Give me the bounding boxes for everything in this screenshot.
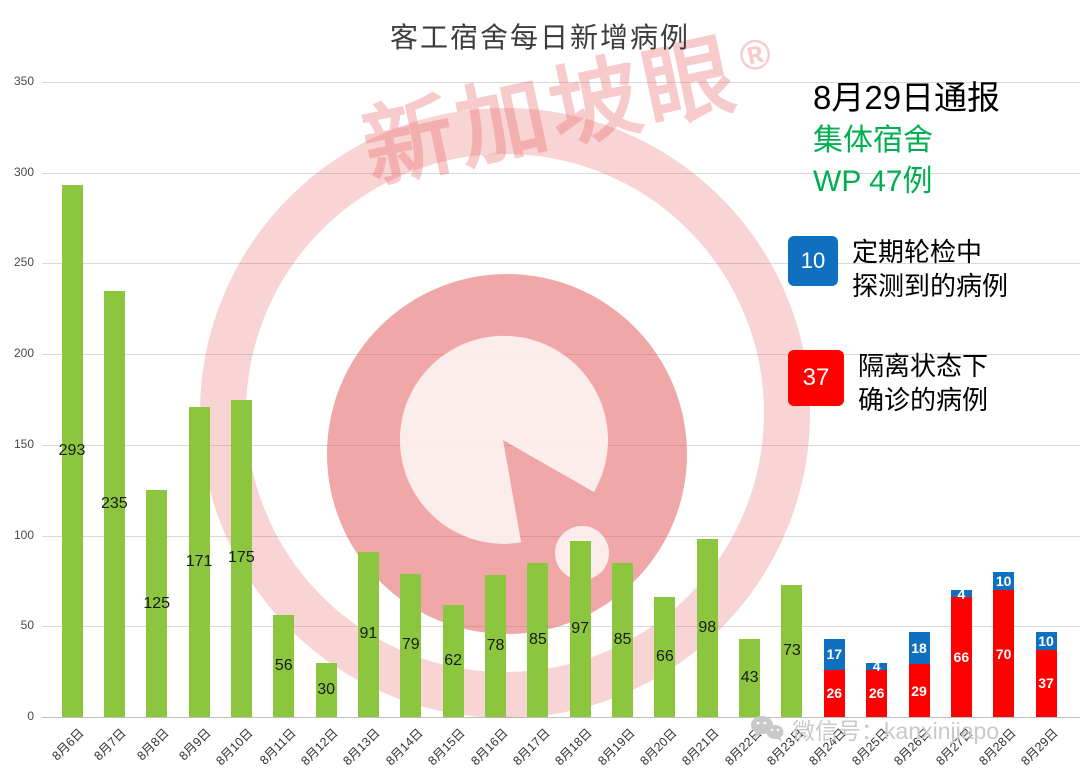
footer-wechat: 微信号：kanxinjiapo bbox=[750, 712, 999, 746]
bar-value-label: 91 bbox=[359, 625, 378, 643]
bar-segment bbox=[1035, 649, 1057, 717]
bar-segment bbox=[696, 539, 718, 717]
bar-value-label: 26 bbox=[826, 685, 843, 702]
wechat-icon bbox=[751, 716, 784, 742]
bar-segment bbox=[739, 638, 761, 717]
bar-value-label: 125 bbox=[143, 594, 171, 612]
gridline bbox=[42, 172, 1080, 174]
bar-segment bbox=[61, 185, 83, 717]
bar-value-label: 29 bbox=[911, 682, 927, 699]
gridline bbox=[42, 263, 1080, 265]
bar-value-label: 98 bbox=[698, 619, 717, 637]
bar-value-label: 79 bbox=[401, 636, 420, 654]
bar-value-label: 70 bbox=[995, 645, 1012, 662]
bar-value-label: 17 bbox=[826, 646, 843, 663]
bar-segment bbox=[103, 290, 125, 717]
legend-routine-testing: 10 定期轮检中 探测到的病例 bbox=[788, 236, 1008, 304]
bar-value-label: 175 bbox=[228, 549, 255, 567]
report-annotation: 8月29日通报 集体宿舍 WP 47例 bbox=[813, 76, 1000, 202]
bar-value-label: 10 bbox=[995, 572, 1012, 589]
bar-value-label: 171 bbox=[185, 552, 213, 570]
bar-value-label: 66 bbox=[953, 649, 970, 666]
bar-segment bbox=[230, 399, 252, 717]
bar-value-label: 78 bbox=[486, 637, 505, 655]
gridline bbox=[42, 82, 1080, 83]
bar-segment bbox=[823, 669, 845, 717]
bar-segment bbox=[273, 615, 295, 717]
bar-value-label: 56 bbox=[274, 657, 293, 675]
bar-value-label: 26 bbox=[868, 685, 885, 702]
bar-segment bbox=[781, 584, 803, 717]
bar-value-label: 4 bbox=[872, 658, 881, 675]
y-axis-tick-label: 350 bbox=[13, 74, 34, 88]
report-date: 8月29日通报 bbox=[813, 79, 1001, 116]
bar-value-label: 62 bbox=[444, 651, 463, 669]
report-dorm-type: 集体宿舍 bbox=[813, 123, 933, 157]
bar-segment bbox=[908, 664, 930, 717]
bar-segment bbox=[950, 590, 972, 598]
bar-value-label: 73 bbox=[783, 641, 801, 659]
legend-quarantine-label: 隔离状态下 确诊的病例 bbox=[858, 351, 989, 415]
bar-segment bbox=[315, 662, 337, 717]
y-axis-tick-label: 100 bbox=[13, 527, 34, 542]
bar-value-label: 85 bbox=[528, 630, 547, 648]
bar-segment bbox=[866, 662, 888, 670]
bar-segment bbox=[993, 590, 1015, 717]
legend-routine-label: 定期轮检中 探测到的病例 bbox=[852, 237, 1009, 301]
y-axis-tick-label: 200 bbox=[13, 346, 34, 361]
y-axis-tick-label: 250 bbox=[13, 255, 34, 270]
chart-title: 客工宿舍每日新增病例 bbox=[389, 22, 690, 53]
wechat-id-label: 微信号：kanxinjiapo bbox=[792, 718, 1000, 744]
bar-value-label: 43 bbox=[740, 668, 759, 686]
bar-value-label: 37 bbox=[1038, 675, 1054, 692]
bar-segment bbox=[146, 490, 168, 717]
bar-segment bbox=[950, 597, 972, 717]
bar-value-label: 30 bbox=[317, 680, 335, 698]
bar-value-label: 85 bbox=[613, 630, 632, 648]
y-axis-tick-label: 300 bbox=[13, 164, 34, 179]
bar-value-label: 10 bbox=[1038, 632, 1054, 649]
bar-segment bbox=[993, 571, 1015, 590]
bar-segment bbox=[823, 638, 845, 670]
bar-segment bbox=[188, 406, 210, 717]
y-axis-tick-label: 0 bbox=[27, 709, 34, 723]
bar-segment bbox=[866, 669, 888, 717]
gridline bbox=[42, 717, 1080, 718]
bar-value-label: 18 bbox=[911, 640, 927, 657]
bar-segment bbox=[908, 631, 930, 665]
report-case-count: WP 47例 bbox=[813, 164, 933, 198]
legend-routine-swatch: 10 bbox=[788, 236, 838, 286]
bar-value-label: 97 bbox=[571, 620, 590, 637]
bar-value-label: 4 bbox=[957, 585, 966, 602]
bar-value-label: 293 bbox=[58, 442, 86, 460]
bar-value-label: 66 bbox=[655, 648, 674, 666]
bar-segment bbox=[1035, 631, 1057, 650]
legend-quarantine-swatch: 37 bbox=[788, 350, 844, 406]
y-axis-tick-label: 50 bbox=[20, 618, 34, 633]
y-axis-tick-label: 150 bbox=[13, 436, 34, 451]
legend-quarantine: 37 隔离状态下 确诊的病例 bbox=[788, 350, 988, 418]
bar-value-label: 235 bbox=[100, 494, 128, 512]
